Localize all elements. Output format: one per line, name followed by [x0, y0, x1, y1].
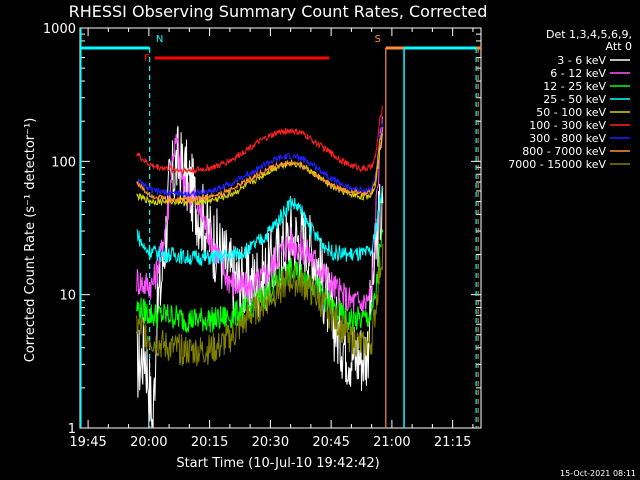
- legend-label: 12 - 25 keV: [543, 80, 606, 93]
- chart-title: RHESSI Observing Summary Count Rates, Co…: [69, 2, 488, 21]
- series-line-6: [136, 123, 384, 198]
- x-tick-label: 20:15: [191, 435, 228, 450]
- x-tick-label: 21:00: [373, 435, 410, 450]
- legend-label: 7000 - 15000 keV: [508, 158, 606, 171]
- legend-header-line: Att 0: [606, 40, 632, 53]
- y-axis-label: Corrected Count Rate (s⁻¹ detector⁻¹): [23, 118, 38, 363]
- y-tick-label: 10: [59, 289, 76, 304]
- y-tick-label: 100: [51, 155, 76, 170]
- x-axis-label: Start Time (10-Jul-10 19:42:42): [176, 456, 379, 471]
- y-tick-label: 1000: [43, 22, 76, 37]
- flag-label-S: S: [375, 34, 381, 45]
- legend-label: 300 - 800 keV: [529, 132, 606, 145]
- timestamp: 15-Oct-2021 08:11: [560, 469, 636, 478]
- x-tick-label: 19:45: [69, 435, 106, 450]
- series-line-2: [136, 229, 384, 333]
- legend-label: 3 - 6 keV: [557, 54, 606, 67]
- legend-header-line: Det 1,3,4,5,6,9,: [546, 28, 632, 41]
- series-line-1: [136, 116, 384, 318]
- plot-layer: 1 10 100 1000 19:45 20:00 20:15 20:30 20:45 21:00…: [43, 22, 482, 450]
- x-tick-label: 21:15: [434, 435, 471, 450]
- legend-label: 800 - 7000 keV: [522, 145, 606, 158]
- series-line-5: [136, 105, 384, 175]
- x-tick-label: 20:45: [312, 435, 349, 450]
- y-tick-label: 1: [68, 422, 76, 437]
- series-line-3: [136, 186, 384, 267]
- legend-label: 100 - 300 keV: [529, 119, 606, 132]
- x-tick-label: 20:00: [130, 435, 167, 450]
- flag-label-F: F: [144, 53, 150, 64]
- legend-label: 25 - 50 keV: [543, 93, 606, 106]
- legend-label: 6 - 12 keV: [550, 67, 606, 80]
- flag-label-N: N: [156, 34, 163, 45]
- series-line-8: [136, 244, 384, 367]
- x-tick-label: 20:30: [252, 435, 289, 450]
- plot-frame: [79, 27, 482, 429]
- legend-label: 50 - 100 keV: [536, 106, 606, 119]
- series-line-7: [136, 127, 384, 204]
